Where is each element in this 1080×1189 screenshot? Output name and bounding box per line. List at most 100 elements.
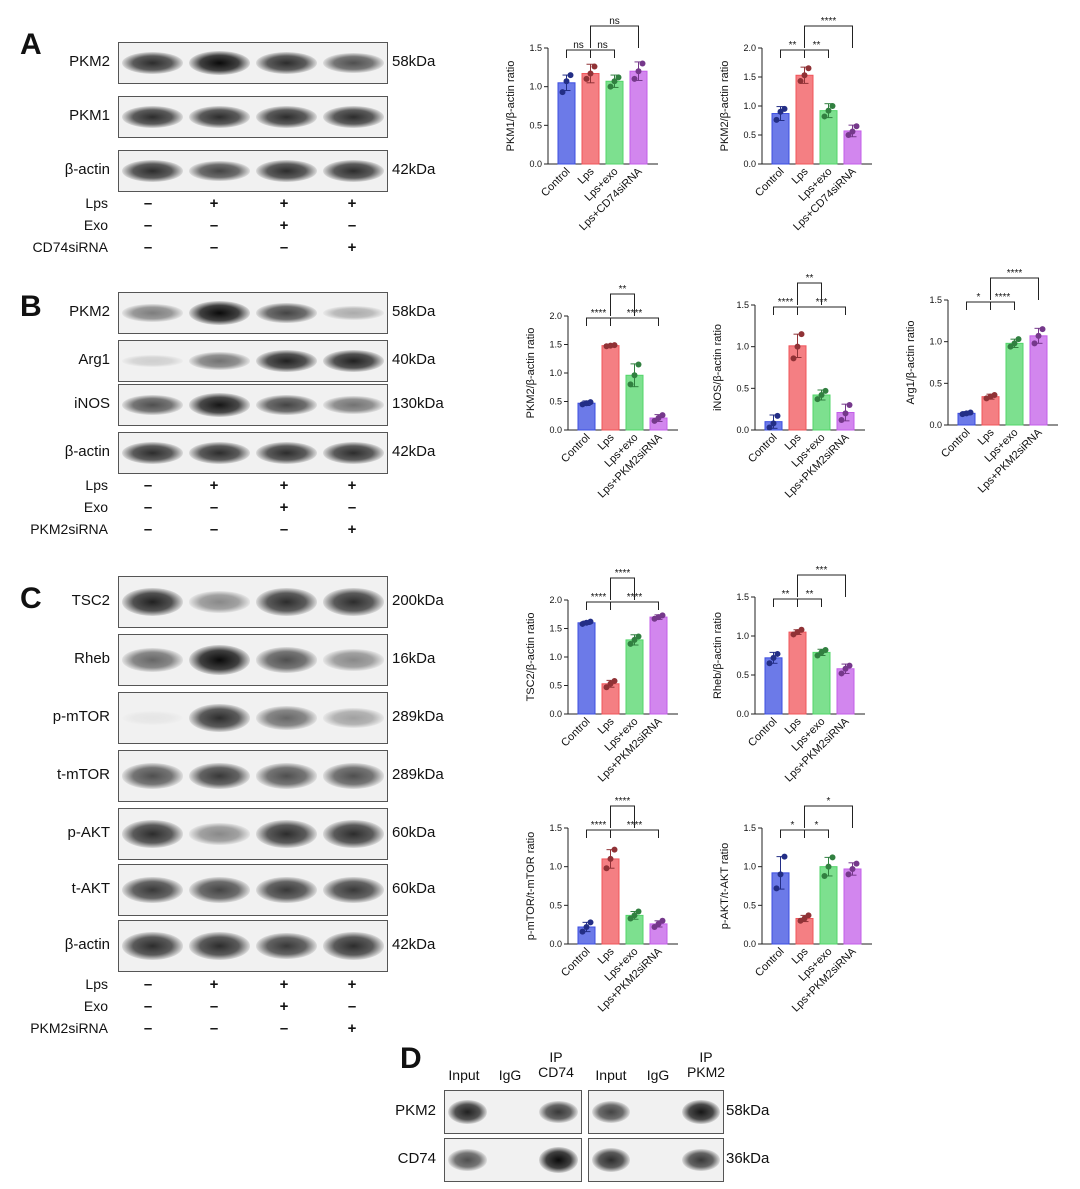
blot-label: Rheb xyxy=(74,650,110,667)
blot-band xyxy=(255,706,318,730)
treatment-sign: + xyxy=(279,998,289,1015)
panel-letter-c: C xyxy=(20,582,42,615)
significance-bracket xyxy=(586,317,611,326)
significance-label: **** xyxy=(778,297,794,308)
significance-bracket xyxy=(610,577,635,600)
data-point xyxy=(801,72,808,79)
blot-band xyxy=(121,51,184,75)
bar xyxy=(1029,335,1048,426)
blot-band xyxy=(322,649,385,671)
bar xyxy=(981,396,1000,426)
blot-band xyxy=(255,349,318,373)
category-label: Control xyxy=(539,166,573,200)
blot-strip xyxy=(118,384,388,426)
data-point xyxy=(822,647,829,654)
data-point xyxy=(838,417,845,423)
data-point xyxy=(615,74,622,81)
treatment-sign: – xyxy=(347,998,357,1015)
significance-bracket xyxy=(797,574,846,597)
y-tick-label: 0.5 xyxy=(529,120,542,130)
significance-bracket xyxy=(797,598,822,607)
treatment-label: Lps xyxy=(85,976,108,992)
data-point xyxy=(627,640,634,647)
bar xyxy=(819,866,838,945)
data-point xyxy=(845,132,852,138)
blot-band xyxy=(448,1149,487,1171)
treatment-sign: – xyxy=(209,499,219,516)
data-point xyxy=(773,885,780,892)
kda-label: 289kDa xyxy=(392,708,444,725)
blot-band xyxy=(188,105,251,129)
kda-label: 58kDa xyxy=(726,1102,770,1119)
blot-strip xyxy=(118,634,388,686)
data-point xyxy=(627,381,634,388)
treatment-sign: – xyxy=(209,239,219,256)
treatment-sign: – xyxy=(143,217,153,234)
y-axis-label: TSC2/β-actin ratio xyxy=(525,613,537,702)
data-point xyxy=(846,662,853,669)
blot-band xyxy=(188,762,251,790)
panel-letter-a: A xyxy=(20,28,42,61)
treatment-sign: + xyxy=(279,499,289,516)
y-tick-label: 1.5 xyxy=(736,592,749,602)
blot-band xyxy=(255,820,318,848)
blot-band xyxy=(681,1099,720,1125)
blot-band xyxy=(322,876,385,904)
y-tick-label: 1.0 xyxy=(743,862,756,872)
blot-strip xyxy=(118,808,388,860)
blot-strip xyxy=(118,96,388,138)
significance-label: ns xyxy=(573,40,584,51)
blot-band xyxy=(448,1099,487,1124)
significance-bracket xyxy=(610,293,635,316)
coip-header: IP CD74 xyxy=(538,1049,574,1080)
treatment-sign: + xyxy=(279,976,289,993)
bar xyxy=(843,868,862,945)
data-point xyxy=(846,402,853,408)
data-point xyxy=(635,633,642,640)
y-tick-label: 2.0 xyxy=(743,43,756,53)
bar xyxy=(601,345,620,431)
bar xyxy=(812,651,831,715)
significance-label: **** xyxy=(615,568,631,579)
blot-band xyxy=(121,159,184,183)
treatment-sign: + xyxy=(209,195,219,212)
treatment-sign: + xyxy=(347,521,357,538)
data-point xyxy=(587,70,594,77)
kda-label: 16kDa xyxy=(392,650,436,667)
data-point xyxy=(825,107,832,114)
significance-bracket xyxy=(966,301,991,310)
blot-band xyxy=(592,1148,631,1172)
significance-label: ns xyxy=(597,40,608,51)
blot-band xyxy=(188,644,251,676)
blot-band xyxy=(681,1148,720,1172)
data-point xyxy=(1015,336,1022,343)
bar xyxy=(605,80,624,165)
y-axis-label: iNOS/β-actin ratio xyxy=(712,324,724,411)
blot-band xyxy=(121,932,184,960)
y-tick-label: 0.5 xyxy=(736,383,749,393)
blot-band xyxy=(322,441,385,465)
treatment-sign: – xyxy=(143,976,153,993)
blot-label: p-mTOR xyxy=(52,708,110,725)
data-point xyxy=(822,387,829,394)
treatment-label: CD74siRNA xyxy=(32,239,108,255)
y-tick-label: 0.5 xyxy=(743,900,756,910)
data-point xyxy=(635,361,642,368)
significance-label: **** xyxy=(591,308,607,319)
data-point xyxy=(1007,343,1014,350)
blot-band xyxy=(322,105,385,129)
blot-band xyxy=(188,441,251,465)
bar xyxy=(649,616,668,715)
significance-label: ** xyxy=(619,284,627,295)
blot-band xyxy=(188,823,251,845)
y-axis-label: PKM2/β-actin ratio xyxy=(719,61,731,152)
blot-band xyxy=(255,302,318,324)
treatment-sign: + xyxy=(347,477,357,494)
data-point xyxy=(849,865,856,872)
y-axis-label: p-mTOR/t-mTOR ratio xyxy=(525,832,537,940)
data-point xyxy=(587,618,594,625)
significance-bracket xyxy=(804,805,853,828)
treatment-sign: – xyxy=(209,998,219,1015)
